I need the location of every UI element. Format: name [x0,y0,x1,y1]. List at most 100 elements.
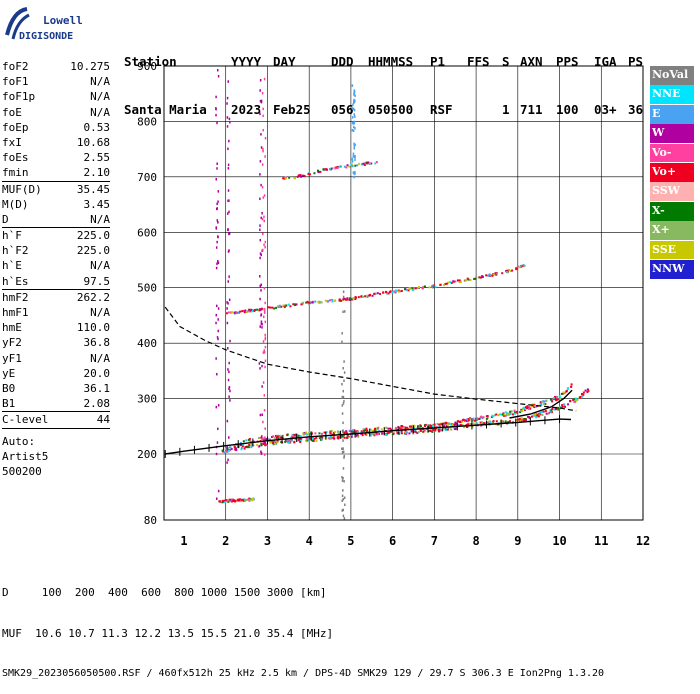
echo-point [495,420,498,423]
echo-point [444,428,447,431]
echo-point [450,428,453,431]
echo-point [343,379,345,382]
echo-point [324,435,327,438]
echo-point [216,372,218,376]
echo-point [245,311,248,314]
header-values: Santa Maria 2023 Feb25 056 050500 RSF 1 711 100 0… [124,102,664,118]
echo-point [502,421,505,424]
echo-point [391,291,394,294]
echo-point [260,320,263,323]
echo-point [239,442,242,445]
echo-point [376,292,379,295]
echo-point [461,419,464,422]
param-row: h`F2 225.0 [2,243,110,258]
echo-point [272,441,275,444]
echo-point [331,167,334,170]
echo-point [281,441,284,444]
echo-point [342,467,345,470]
echo-point [542,400,545,403]
echo-point [250,441,253,444]
echo-point [286,439,289,442]
echo-point [475,418,478,421]
echo-point [374,433,377,436]
echo-point [414,431,417,434]
echo-point [353,144,356,148]
echo-point [227,228,229,232]
echo-point [523,419,526,422]
param-name: foEs [2,151,29,165]
divider [2,180,110,182]
echo-point [382,291,385,294]
echo-point [267,306,270,309]
echo-point [319,170,322,173]
echo-point [400,426,403,429]
echo-point [501,272,504,275]
echo-point [259,308,262,311]
echo-point [524,419,527,422]
echo-point [351,429,354,432]
echo-point [405,431,408,434]
echo-point [560,406,563,409]
echo-point [242,443,245,446]
echo-point [347,436,350,439]
echo-point [490,416,493,419]
echo-point [491,421,494,424]
echo-point [464,419,467,422]
echo-point [243,498,246,501]
echo-point [581,393,584,396]
echo-point [488,273,491,276]
echo-point [431,425,434,428]
echo-point [235,448,238,451]
echo-point [308,173,311,176]
echo-point [282,304,285,307]
echo-point [543,403,546,406]
echo-point [225,447,228,450]
echo-point [481,275,484,278]
echo-point [286,434,289,437]
echo-point [414,430,417,433]
echo-point [361,432,364,435]
echo-point [261,437,264,440]
echo-point [466,426,469,429]
echo-point [539,401,542,404]
echo-point [501,413,504,416]
echo-point [501,420,504,423]
echo-point [531,403,534,406]
echo-point [510,410,513,413]
echo-point [463,426,466,429]
echo-point [320,438,323,441]
echo-point [260,314,262,317]
echo-point [411,432,414,435]
echo-point [228,498,231,501]
echo-point [356,430,359,433]
echo-point [260,322,263,326]
echo-point [519,411,522,414]
param-value: 36.8 [83,336,111,350]
echo-point [215,266,218,270]
echo-point [530,405,533,408]
echo-point [516,411,519,414]
echo-point [233,311,236,314]
echo-point [525,406,528,409]
echo-point [495,272,498,275]
echo-point [262,437,265,440]
echo-point [553,398,556,401]
echo-point [234,448,237,451]
echo-point [227,458,229,462]
echo-point [369,434,372,437]
echo-point [286,439,289,442]
echo-point [353,172,355,175]
echo-point [373,430,376,433]
echo-point [333,434,336,437]
echo-point [260,452,263,455]
echo-point [323,168,326,171]
echo-point [341,450,344,454]
echo-point [536,413,539,416]
echo-point [530,404,533,407]
echo-point [386,292,389,295]
echo-point [570,385,573,388]
echo-point [516,265,519,268]
echo-point [419,429,422,432]
param-row: yF1 N/A [2,351,110,366]
echo-point [260,253,263,257]
